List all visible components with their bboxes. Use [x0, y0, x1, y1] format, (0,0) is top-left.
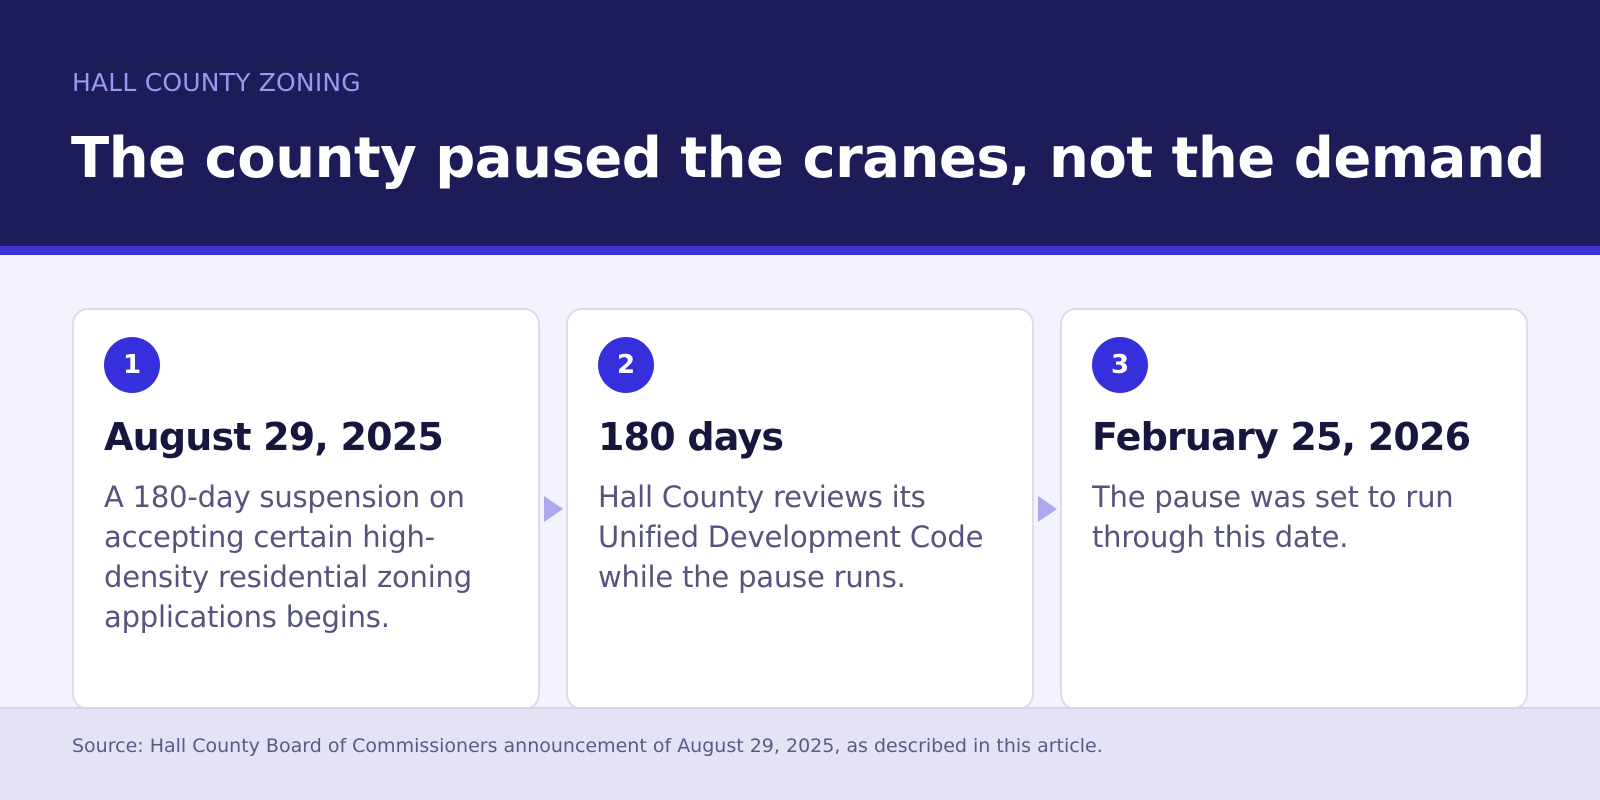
step-description: A 180-day suspension on accepting certai… — [104, 480, 472, 634]
footer-band: Source: Hall County Board of Commissione… — [0, 707, 1600, 800]
step-description: The pause was set to run through this da… — [1092, 480, 1454, 554]
arrow-right-icon — [544, 496, 563, 522]
header-accent-rule — [0, 246, 1600, 255]
timeline-card-3: 3 February 25, 2026 The pause was set to… — [1060, 308, 1528, 710]
timeline-card-2: 2 180 days Hall County reviews its Unifi… — [566, 308, 1034, 710]
step-description: Hall County reviews its Unified Developm… — [598, 480, 984, 594]
timeline-card-1: 1 August 29, 2025 A 180-day suspension o… — [72, 308, 540, 710]
page-title: The county paused the cranes, not the de… — [71, 126, 1545, 191]
section-kicker: HALL COUNTY ZONING — [72, 68, 361, 97]
arrow-right-icon — [1038, 496, 1057, 522]
step-title: August 29, 2025 — [104, 415, 444, 459]
step-number-badge: 3 — [1092, 337, 1148, 393]
step-title: 180 days — [598, 415, 784, 459]
step-number-badge: 2 — [598, 337, 654, 393]
step-number-badge: 1 — [104, 337, 160, 393]
step-title: February 25, 2026 — [1092, 415, 1471, 459]
header-band: HALL COUNTY ZONING The county paused the… — [0, 0, 1600, 246]
source-note: Source: Hall County Board of Commissione… — [72, 735, 1103, 757]
